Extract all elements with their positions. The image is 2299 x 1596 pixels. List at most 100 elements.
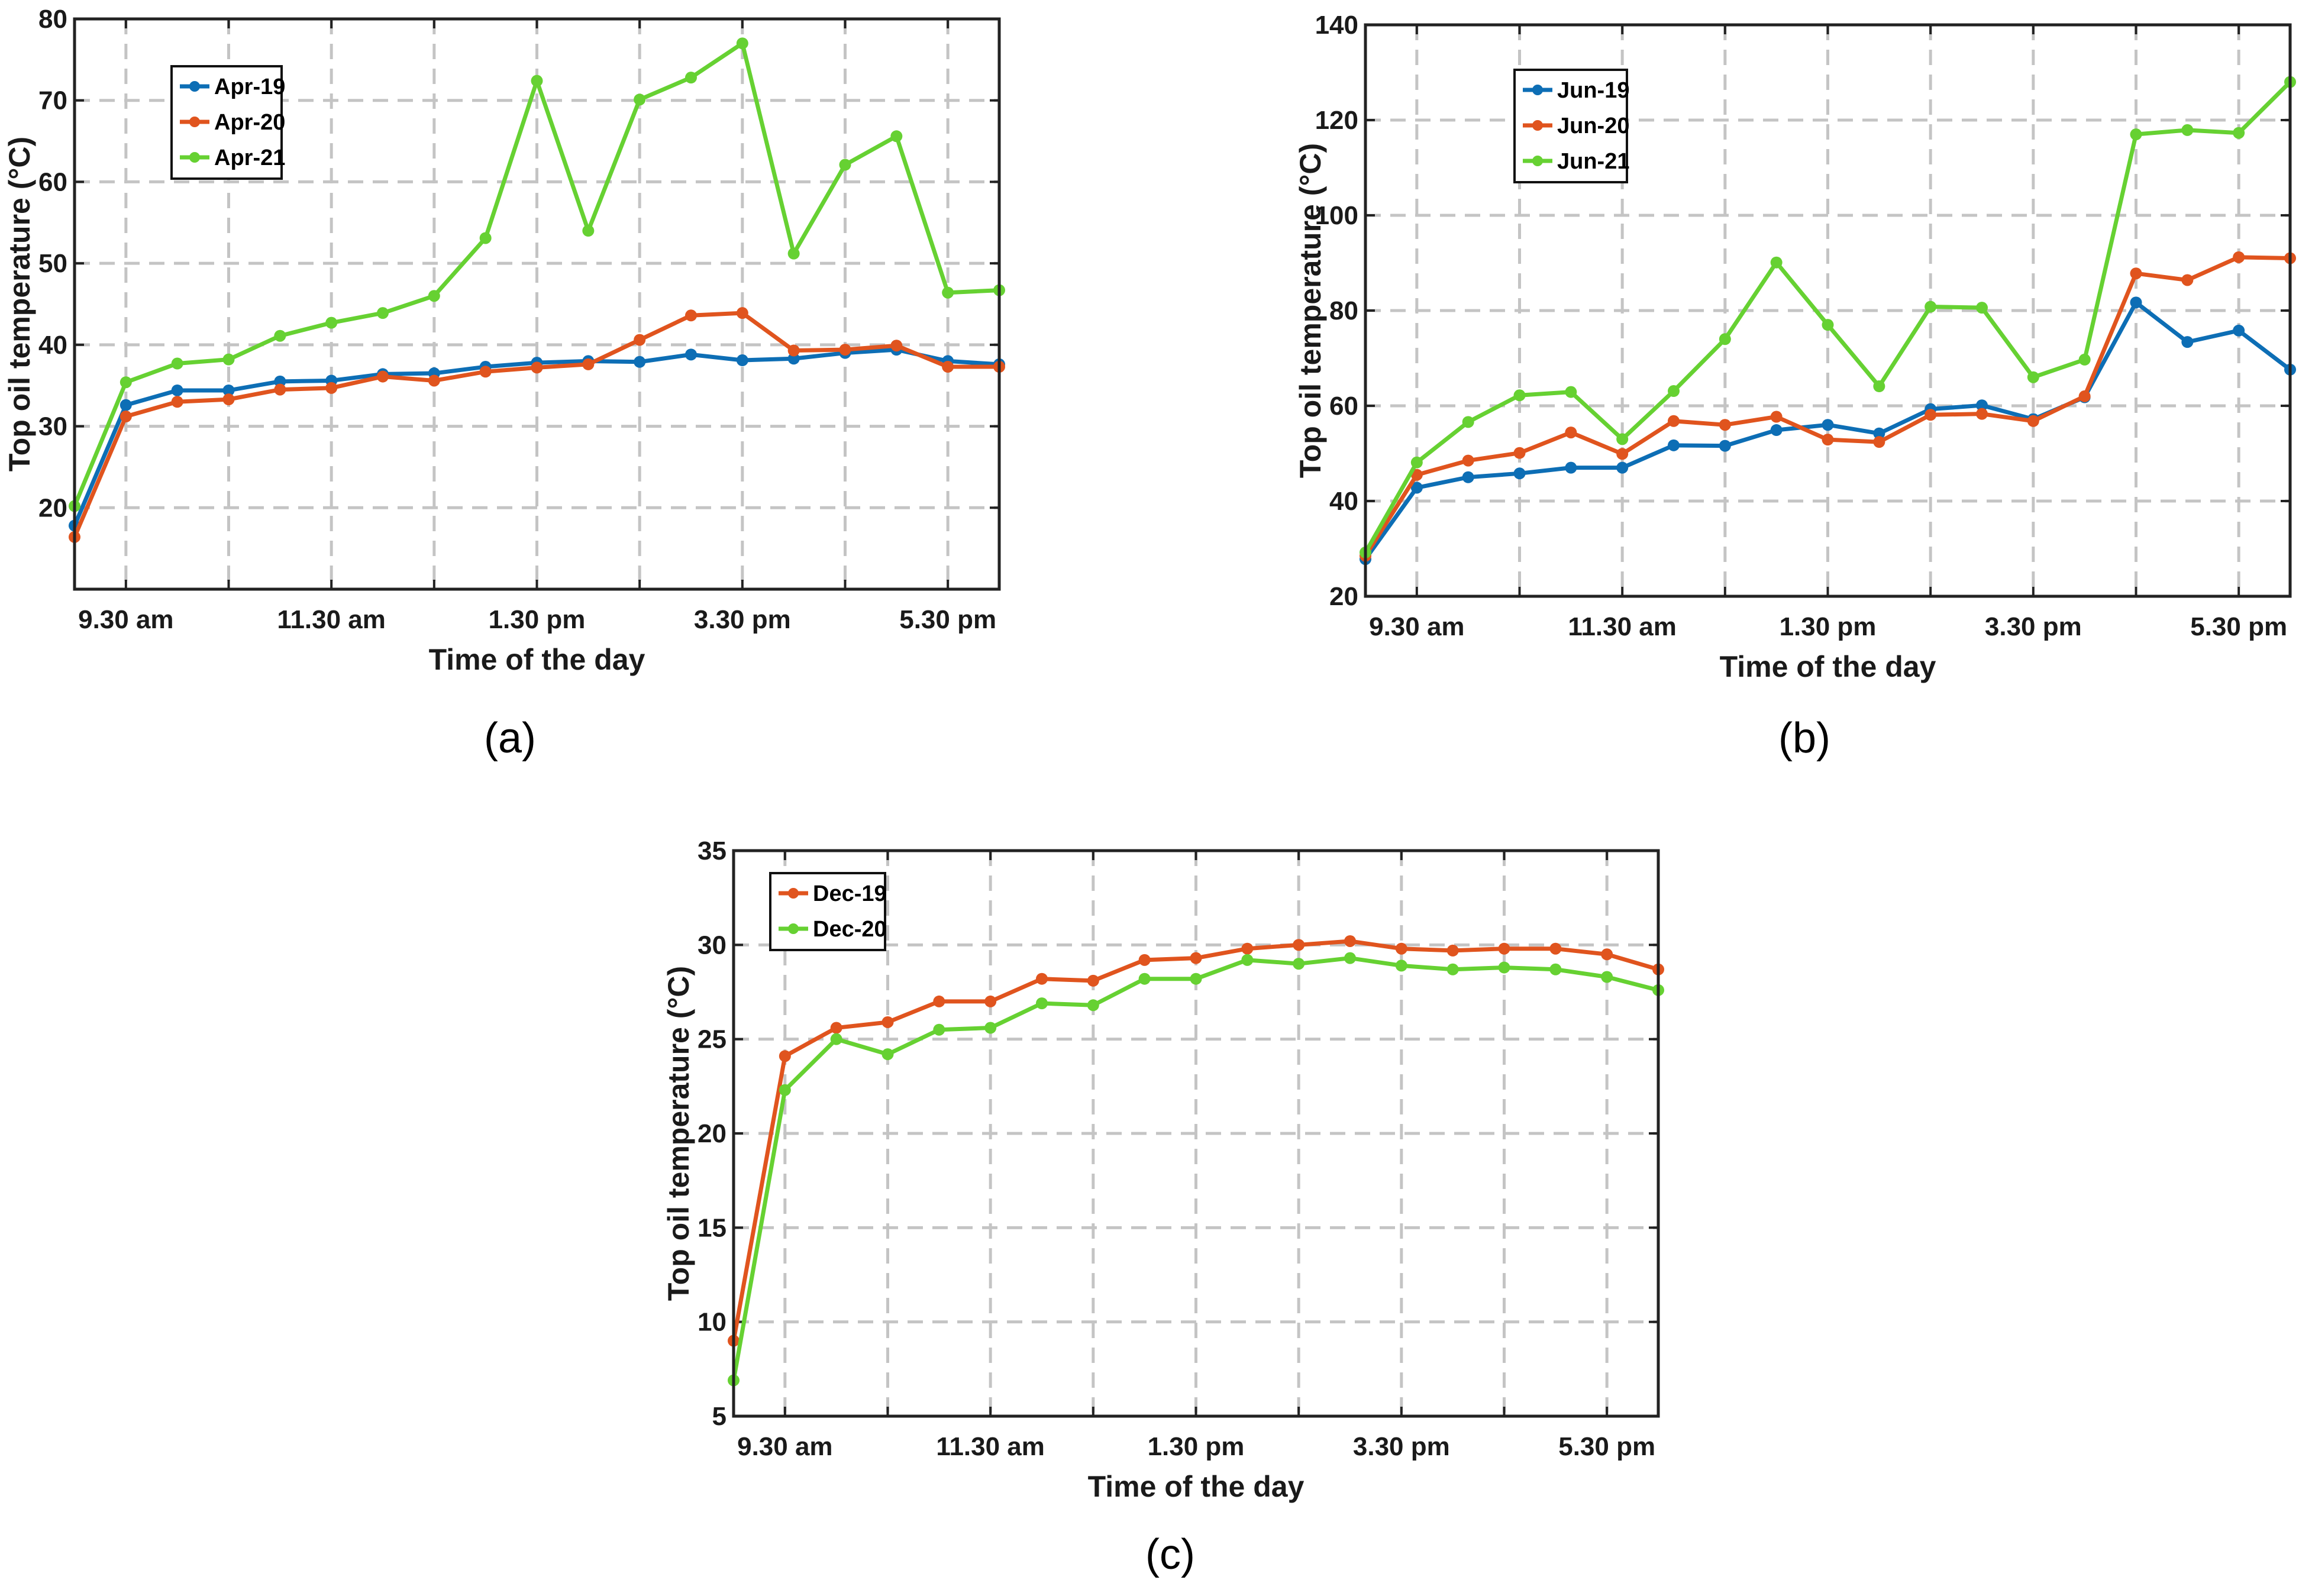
data-point — [882, 1048, 894, 1061]
data-point — [1549, 963, 1562, 975]
y-tick-label: 50 — [38, 249, 67, 278]
legend-entry: Apr-21 — [214, 146, 285, 170]
grid — [1365, 23, 2290, 598]
data-point — [120, 411, 132, 423]
data-point — [1719, 333, 1731, 345]
data-point — [685, 72, 697, 84]
data-point — [1138, 954, 1151, 966]
y-tick-label: 60 — [1329, 392, 1358, 421]
x-axis-label: Time of the day — [429, 643, 645, 676]
data-point — [171, 396, 183, 408]
legend-entry: Apr-19 — [214, 75, 285, 99]
data-point — [2130, 267, 2142, 280]
data-point — [1087, 999, 1099, 1012]
data-point — [1087, 974, 1099, 987]
legend-marker — [189, 117, 200, 127]
legend-marker — [1532, 120, 1543, 131]
data-point — [1873, 380, 1885, 392]
series-line — [731, 956, 1659, 1381]
chart-jun: 20 40 60 80 100 120 140 9.30 am 11.30 am 1.30 pm 3… — [1294, 11, 2296, 762]
chart-apr: 20 30 40 50 60 70 80 9.30 am 11.30 am 1.30 pm 3.30… — [3, 5, 1005, 762]
data-point — [1446, 944, 1459, 957]
data-point — [1565, 461, 1577, 474]
data-point — [736, 307, 748, 319]
y-tick-label: 15 — [698, 1213, 726, 1242]
data-point — [1925, 301, 1937, 313]
x-tick-label: 5.30 pm — [899, 605, 996, 634]
data-point — [1616, 433, 1629, 445]
data-point — [1873, 427, 1885, 440]
data-point — [984, 1022, 997, 1034]
data-point — [779, 1050, 791, 1062]
y-tick-label: 140 — [1315, 11, 1358, 40]
series-dec-19 — [728, 935, 1664, 1347]
data-point — [634, 334, 646, 346]
data-point — [890, 340, 903, 352]
chart-dec: 5 10 15 20 25 30 35 9.30 am 11.30 am 1.30 pm 3.30 … — [662, 836, 1664, 1578]
data-point — [1565, 427, 1577, 439]
data-point — [1770, 424, 1783, 437]
data-point — [933, 1023, 945, 1036]
y-axis-label: Top oil temperature (°C) — [662, 966, 695, 1301]
x-tick-label: 5.30 pm — [1558, 1432, 1655, 1461]
data-point — [2233, 251, 2245, 263]
legend-box — [769, 872, 886, 951]
data-point — [1601, 971, 1613, 983]
x-tick-label: 9.30 am — [78, 605, 173, 634]
panel-label: (b) — [1778, 715, 1830, 762]
series-jun-20 — [1360, 251, 2296, 562]
x-tick-label: 5.30 pm — [2190, 612, 2287, 641]
x-tick-label: 9.30 am — [737, 1432, 832, 1461]
series-dec-20 — [728, 952, 1664, 1387]
data-point — [325, 316, 338, 329]
data-point — [890, 130, 903, 143]
data-point — [2181, 274, 2194, 286]
data-point — [984, 995, 997, 1007]
x-tick-label: 11.30 am — [1568, 612, 1677, 641]
data-point — [634, 93, 646, 106]
x-tick-label: 3.30 pm — [1353, 1432, 1450, 1461]
x-axis-label: Time of the day — [1088, 1470, 1305, 1503]
y-tick-label: 40 — [1329, 487, 1358, 516]
data-point — [582, 225, 595, 237]
legend-marker — [189, 152, 200, 163]
legend-entry: Dec-20 — [813, 917, 887, 942]
data-point — [1293, 939, 1305, 951]
data-point — [2181, 336, 2194, 348]
data-point — [1513, 389, 1526, 402]
x-tick-label: 3.30 pm — [1985, 612, 2082, 641]
legend-entry: Apr-20 — [214, 110, 285, 135]
data-point — [377, 370, 389, 383]
data-point — [933, 995, 945, 1007]
legend-entry: Jun-21 — [1557, 149, 1629, 174]
data-point — [942, 286, 954, 299]
y-tick-label: 25 — [698, 1025, 726, 1054]
data-point — [1770, 256, 1783, 269]
data-point — [428, 374, 440, 387]
data-point — [1925, 409, 1937, 421]
legend: Dec-19 Dec-20 — [769, 872, 887, 951]
data-point — [1462, 454, 1474, 467]
legend-entry: Dec-19 — [813, 881, 887, 906]
series-apr-20 — [69, 307, 1005, 543]
plot-frame — [732, 849, 1660, 1418]
data-point — [222, 384, 235, 396]
data-point — [2027, 371, 2039, 383]
data-point — [1822, 434, 1834, 446]
data-point — [222, 353, 235, 366]
legend-marker — [1532, 156, 1543, 166]
y-tick-label: 100 — [1315, 201, 1358, 230]
data-point — [1976, 399, 1988, 412]
data-point — [1616, 461, 1629, 474]
data-point — [1462, 416, 1474, 428]
y-tick-label: 70 — [38, 86, 67, 115]
x-tick-label: 3.30 pm — [694, 605, 791, 634]
x-tick-label: 11.30 am — [936, 1432, 1045, 1461]
data-point — [1513, 447, 1526, 459]
data-point — [2078, 390, 2091, 402]
data-point — [787, 344, 800, 357]
y-tick-label: 20 — [1329, 582, 1358, 611]
data-point — [1601, 948, 1613, 961]
plot-frame — [73, 17, 1001, 591]
